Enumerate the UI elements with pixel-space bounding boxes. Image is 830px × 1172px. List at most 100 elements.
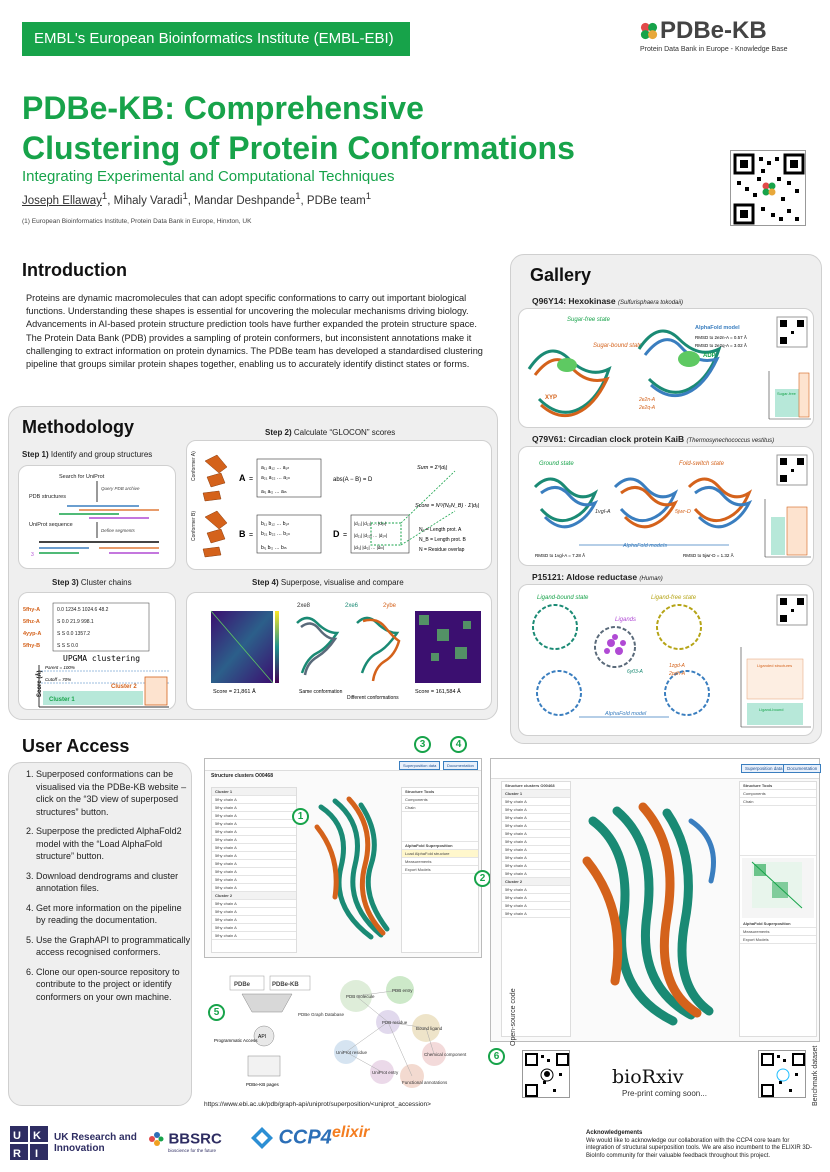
svg-text:UniProt entry: UniProt entry	[372, 1070, 399, 1075]
user-access-item-6: Clone our open-source repository to cont…	[36, 966, 192, 1004]
svg-text:RMSD to 2e2q-A = 3.02 Å: RMSD to 2e2q-A = 3.02 Å	[695, 342, 747, 348]
graph-api-url[interactable]: https://www.ebi.ac.uk/pdb/graph-api/unip…	[204, 1101, 431, 1108]
qr-pattern	[733, 153, 805, 225]
callout-5: 5	[208, 1004, 225, 1021]
callout-2: 2	[474, 870, 491, 887]
svg-text:Ligands: Ligands	[615, 617, 636, 623]
chain-row[interactable]: 5fhy chain A	[212, 820, 296, 828]
superposition-data-button[interactable]: Superposition data	[399, 761, 441, 770]
cluster-2-row[interactable]: Cluster 2	[212, 892, 296, 900]
svg-text:UniProt sequence: UniProt sequence	[29, 522, 73, 528]
chain-row[interactable]: 5fhy chain A	[212, 852, 296, 860]
svg-text:Ligand-bound: Ligand-bound	[759, 707, 783, 712]
svg-text:B: B	[239, 529, 246, 539]
chain-row[interactable]: 5fhy chain A	[212, 908, 296, 916]
poster-qr-code[interactable]	[730, 150, 806, 226]
svg-text:2pdh-A: 2pdh-A	[668, 671, 686, 677]
svg-text:Conformer A): Conformer A)	[191, 451, 197, 481]
chain-row[interactable]: 5fhy chain A	[212, 796, 296, 804]
user-access-item-3: Download dendrograms and cluster annotat…	[36, 870, 192, 895]
pdbe-kb-ui-screenshot: Superposition data Documentation Structu…	[204, 758, 482, 958]
step1-diagram: Search for UniProt Query PDB archive PDB…	[29, 474, 159, 558]
documentation-button[interactable]: Documentation	[443, 761, 478, 770]
pdbe-logo-icon	[640, 22, 658, 40]
chain-row[interactable]: 5fhy chain A	[212, 812, 296, 820]
step2-card: Conformer A) Conformer B) A = a₁₁ a₁₂ … a…	[186, 440, 492, 570]
svg-text:PDBe-KB: PDBe-KB	[272, 982, 299, 988]
introduction-text: Proteins are dynamic macromolecules that…	[26, 293, 483, 370]
load-alphafold-button[interactable]: Load AlphaFold structure	[402, 850, 478, 858]
3d-viewer-zoomed[interactable]	[573, 781, 733, 1037]
logo-title: PDBe-KB	[660, 17, 767, 44]
svg-text:Conformer B): Conformer B)	[191, 511, 197, 541]
chain-row[interactable]: 5fhy chain A	[212, 900, 296, 908]
kaggle-qr-code[interactable]	[758, 1050, 806, 1098]
user-access-item-5: Use the GraphAPI to programmatically acc…	[36, 934, 192, 959]
svg-text:Score = N²/(NₐN_B) · Σ|dᵢⱼ|: Score = N²/(NₐN_B) · Σ|dᵢⱼ|	[415, 503, 480, 509]
svg-text:2xe8: 2xe8	[297, 603, 311, 609]
step3-card: 5fhy-A 5fhz-A 4yyp-A 5fhy-B 0.0 1234.5 1…	[18, 592, 176, 710]
svg-text:K: K	[33, 1130, 41, 1142]
svg-text:a₁₁ a₁₂ … a₁ₙ: a₁₁ a₁₂ … a₁ₙ	[261, 465, 289, 471]
kaib-figure: Ground state Fold-switch state 1vgl-A 5j…	[533, 454, 811, 558]
user-access-list: Superposed conformations can be visualis…	[22, 768, 192, 1010]
svg-text:Sum = Σⁿ|dᵢⱼ|: Sum = Σⁿ|dᵢⱼ|	[417, 465, 448, 471]
svg-text:Nₐ = Length prot. A: Nₐ = Length prot. A	[419, 527, 462, 533]
svg-text:2e2n-A: 2e2n-A	[638, 397, 656, 403]
svg-text:Cutoff = 70%: Cutoff = 70%	[45, 677, 71, 682]
svg-text:RMSD to 2e2n-A = 0.57 Å: RMSD to 2e2n-A = 0.57 Å	[695, 334, 747, 340]
svg-text:Fold-switch state: Fold-switch state	[679, 461, 725, 467]
3d-structure-viewer[interactable]	[301, 787, 399, 953]
svg-text:PDB entry: PDB entry	[392, 988, 413, 993]
svg-text:U: U	[13, 1130, 21, 1142]
ccp4-icon	[251, 1127, 273, 1149]
acknowledgements: Acknowledgements We would like to acknow…	[586, 1130, 813, 1159]
chain-row[interactable]: 5fhy chain A	[212, 876, 296, 884]
user-access-item-2: Superpose the predicted AlphaFold2 model…	[36, 825, 192, 863]
author-3: Mandar Deshpande	[194, 194, 296, 207]
superposition-data-button-zoomed[interactable]: Superposition data	[741, 764, 787, 773]
step1-heading: Step 1) Identify and group structures	[22, 450, 153, 459]
svg-text:=: =	[249, 476, 253, 483]
step4-card: Score = 21,861 Å 2xe8 2xe6 2ybe Same con…	[186, 592, 492, 710]
svg-text:Sugar-bound state: Sugar-bound state	[593, 343, 643, 349]
chain-row[interactable]: 5fhy chain A	[212, 836, 296, 844]
aldose-figure: Ligand-bound state Ligand-free state Lig…	[532, 594, 811, 728]
svg-text:Sugar-free: Sugar-free	[777, 391, 797, 396]
title-line-2: Clustering of Protein Conformations	[22, 130, 575, 166]
gallery-aldose-card: Ligand-bound state Ligand-free state Lig…	[518, 584, 814, 736]
svg-text:b₁₁ b₁₂ … b₁ₙ: b₁₁ b₁₂ … b₁ₙ	[261, 521, 289, 527]
chain-row[interactable]: 5fhy chain A	[212, 868, 296, 876]
svg-text:Same conformation: Same conformation	[299, 689, 343, 695]
documentation-button-zoomed[interactable]: Documentation	[783, 764, 822, 773]
introduction-heading: Introduction	[22, 260, 127, 280]
svg-text:1zgd-A: 1zgd-A	[669, 663, 686, 669]
cluster-1-row[interactable]: Cluster 1	[212, 788, 296, 796]
gallery-hexokinase-card: Sugar-free state Sugar-bound state XYP A…	[518, 308, 814, 428]
github-qr-code[interactable]	[522, 1050, 570, 1098]
svg-text:S 0.0 21.9 998.1: S 0.0 21.9 998.1	[57, 619, 94, 625]
chain-row[interactable]: 5fhy chain A	[212, 924, 296, 932]
chain-row[interactable]: 5fhy chain A	[212, 804, 296, 812]
svg-text:AlphaFold model: AlphaFold model	[604, 711, 647, 717]
svg-text:UniProt residue: UniProt residue	[336, 1050, 368, 1055]
chain-row[interactable]: 5fhy chain A	[212, 932, 296, 940]
svg-text:Ligand-free state: Ligand-free state	[651, 595, 697, 601]
svg-text:a₂₁ a₂₂ … a₂ₙ: a₂₁ a₂₂ … a₂ₙ	[261, 475, 290, 481]
chain-row[interactable]: 5fhy chain A	[212, 828, 296, 836]
svg-text:PDBe: PDBe	[234, 982, 251, 988]
chain-row[interactable]: 5fhy chain A	[212, 844, 296, 852]
svg-text:abs(A − B) = D: abs(A − B) = D	[333, 477, 373, 483]
svg-text:|d₁₁| |d₁₂| … |d₁ₙ|: |d₁₁| |d₁₂| … |d₁ₙ|	[354, 521, 386, 526]
chain-row[interactable]: 5fhy chain A	[212, 860, 296, 868]
chain-row[interactable]: 5fhy chain A	[212, 884, 296, 892]
dendrogram-heatmap	[742, 858, 814, 918]
svg-text:UPGMA clustering: UPGMA clustering	[63, 654, 140, 663]
svg-text:PDB molecule: PDB molecule	[346, 994, 375, 999]
svg-text:5fhy-B: 5fhy-B	[23, 643, 40, 649]
svg-text:Ground state: Ground state	[539, 461, 574, 467]
affiliation: (1) European Bioinformatics Institute, P…	[22, 218, 252, 225]
ccp4-logo: CCP4	[250, 1126, 332, 1150]
chain-row[interactable]: 5fhy chain A	[212, 916, 296, 924]
